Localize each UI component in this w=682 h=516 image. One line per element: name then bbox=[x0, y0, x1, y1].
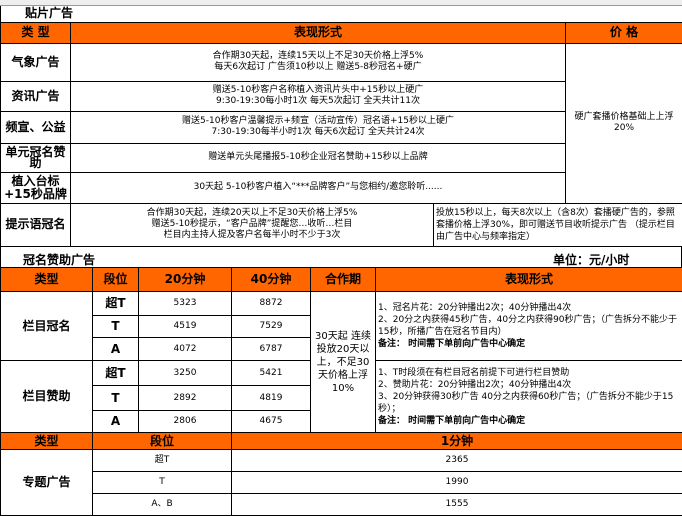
section3-table: 类型 段位 1分钟 专题广告 超T 2365 T 1990 A、B 1555 bbox=[0, 432, 682, 516]
period: 30天起 连续投放20天以上，不足30天价格上浮10% bbox=[310, 291, 376, 433]
row-desc: 30天起 5-10秒客户植入“***品牌客户”与您相约/邀您聆听...... bbox=[70, 171, 566, 204]
row-type: 提示语冠名 bbox=[0, 202, 71, 247]
price-40: 5421 bbox=[231, 360, 311, 386]
tier: 超T bbox=[92, 449, 232, 472]
header-tier: 段位 bbox=[92, 267, 139, 292]
row-type: 气象广告 bbox=[0, 42, 71, 82]
tier: T bbox=[92, 315, 139, 338]
section1-table: 贴片广告 类 型 表现形式 价 格 气象广告 合作期30天起，连续15天以上不足… bbox=[0, 6, 682, 247]
price-20: 2892 bbox=[138, 385, 232, 411]
header-price: 价 格 bbox=[564, 21, 682, 44]
row-desc: 合作期30天起，连续20天以上不足30天价格上浮5% 赠送5-10秒提示，“客户品… bbox=[70, 202, 434, 247]
row-type: 单元冠名赞助 bbox=[0, 142, 71, 173]
row-type: 资讯广告 bbox=[0, 80, 71, 112]
tier: T bbox=[92, 385, 139, 411]
unit-label: 单位：元/小时 bbox=[553, 253, 630, 267]
header-form: 表现形式 bbox=[375, 267, 682, 292]
header-20min: 20分钟 bbox=[138, 267, 232, 292]
group-type: 栏目冠名 bbox=[0, 291, 93, 361]
group-type: 专题广告 bbox=[0, 449, 93, 516]
header-tier: 段位 bbox=[92, 432, 232, 450]
price-20: 2806 bbox=[138, 410, 232, 433]
header-1min: 1分钟 bbox=[231, 432, 682, 450]
row-desc: 赠送5-10秒客户名称植入资讯片头中+15秒以上硬广 9:30-19:30每小时1… bbox=[70, 80, 566, 112]
row-type: 植入台标+15秒品牌 bbox=[0, 171, 71, 204]
price-40: 6787 bbox=[231, 337, 311, 361]
row-desc: 赠送单元头尾播报5-10秒企业冠名赞助+15秒以上品牌 bbox=[70, 142, 566, 173]
section2-title: 冠名赞助广告 bbox=[23, 253, 96, 267]
price-40: 7529 bbox=[231, 315, 311, 338]
row-type: 频宣、公益 bbox=[0, 110, 71, 144]
group-desc: 1、冠名片花：20分钟播出2次；40分钟播出4次 2、20分之内获得45秒广告，4… bbox=[375, 291, 682, 361]
price-note: 硬广套播价格基础上上浮20% bbox=[564, 42, 682, 204]
header-period: 合作期 bbox=[310, 267, 376, 292]
row-desc: 赠送5-10秒客户温馨提示+频宣（活动宣传）冠名语+15秒以上硬广 7:30-19… bbox=[70, 110, 566, 144]
price-40: 4819 bbox=[231, 385, 311, 411]
tier: A、B bbox=[92, 493, 232, 516]
prompt-price: 投放15秒以上，每天8次以上（含8次）套播硬广告的，参照套播价格上浮30%，即可… bbox=[432, 202, 682, 247]
section1-title: 贴片广告 bbox=[0, 6, 682, 23]
price-20: 3250 bbox=[138, 360, 232, 386]
tier: A bbox=[92, 410, 139, 433]
column-header-strip bbox=[0, 0, 682, 6]
header-type: 类型 bbox=[0, 432, 93, 450]
price-20: 4519 bbox=[138, 315, 232, 338]
price-20: 4072 bbox=[138, 337, 232, 361]
header-type: 类 型 bbox=[0, 21, 71, 44]
price-1min: 1555 bbox=[231, 493, 682, 516]
section2-table: 类型 段位 20分钟 40分钟 合作期 表现形式 栏目冠名 超T 5323 88… bbox=[0, 267, 682, 433]
price-1min: 1990 bbox=[231, 471, 682, 494]
tier: 超T bbox=[92, 291, 139, 316]
tier: T bbox=[92, 471, 232, 494]
row-desc: 合作期30天起，连续15天以上不足30天价格上浮5% 每天6次起订 广告须10秒以… bbox=[70, 42, 566, 82]
group-desc: 1、T时段须在有栏目冠名前提下可进行栏目赞助 2、赞助片花：20分钟播出2次；40… bbox=[375, 360, 682, 433]
price-20: 5323 bbox=[138, 291, 232, 316]
header-type: 类型 bbox=[0, 267, 93, 292]
group-type: 栏目赞助 bbox=[0, 360, 93, 433]
header-form: 表现形式 bbox=[70, 21, 566, 44]
tier: 超T bbox=[92, 360, 139, 386]
price-40: 4675 bbox=[231, 410, 311, 433]
section2-title-row: 冠名赞助广告 单位：元/小时 bbox=[0, 247, 682, 267]
price-40: 8872 bbox=[231, 291, 311, 316]
header-40min: 40分钟 bbox=[231, 267, 311, 292]
tier: A bbox=[92, 337, 139, 361]
price-1min: 2365 bbox=[231, 449, 682, 472]
